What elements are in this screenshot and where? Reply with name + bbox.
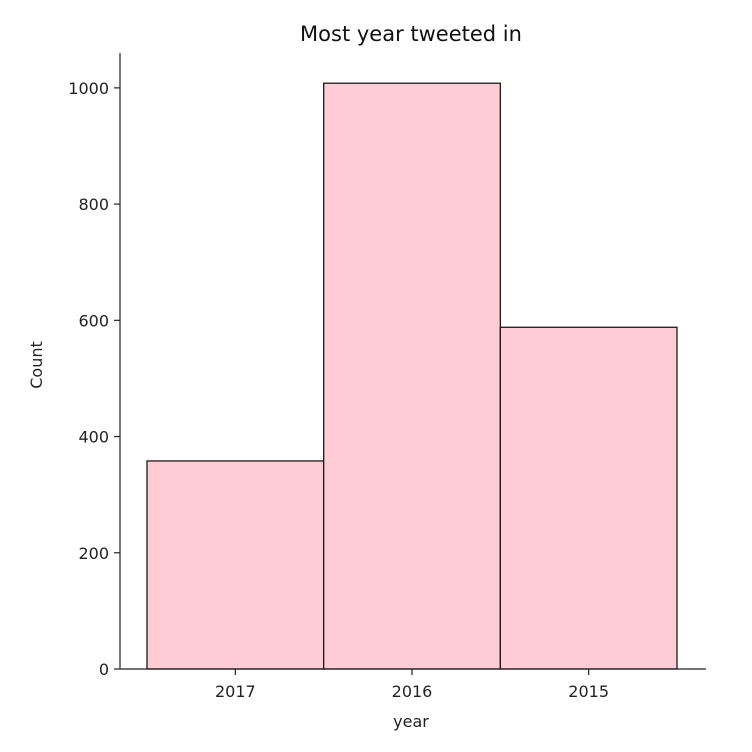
chart-title: Most year tweeted in — [300, 22, 522, 46]
y-tick-label-200: 200 — [78, 544, 109, 563]
x-tick-label-2016: 2016 — [392, 682, 433, 701]
bar-2016 — [323, 82, 501, 670]
y-tick-label-0: 0 — [99, 660, 109, 679]
bar-2017 — [146, 460, 325, 670]
x-tick-label-2017: 2017 — [215, 682, 256, 701]
x-axis-title: year — [393, 712, 429, 731]
y-tick-label-400: 400 — [78, 428, 109, 447]
y-tick-label-600: 600 — [78, 311, 109, 330]
bars-group — [146, 82, 678, 670]
x-tick-label-2015: 2015 — [568, 682, 609, 701]
y-tick-label-1000: 1000 — [68, 79, 109, 98]
y-axis-title: Count — [27, 341, 46, 389]
bar-2015 — [499, 326, 678, 670]
y-tick-label-800: 800 — [78, 195, 109, 214]
y-axis: 0 200 400 600 800 1000 — [68, 53, 121, 679]
x-axis: 2017 2016 2015 — [120, 668, 706, 701]
